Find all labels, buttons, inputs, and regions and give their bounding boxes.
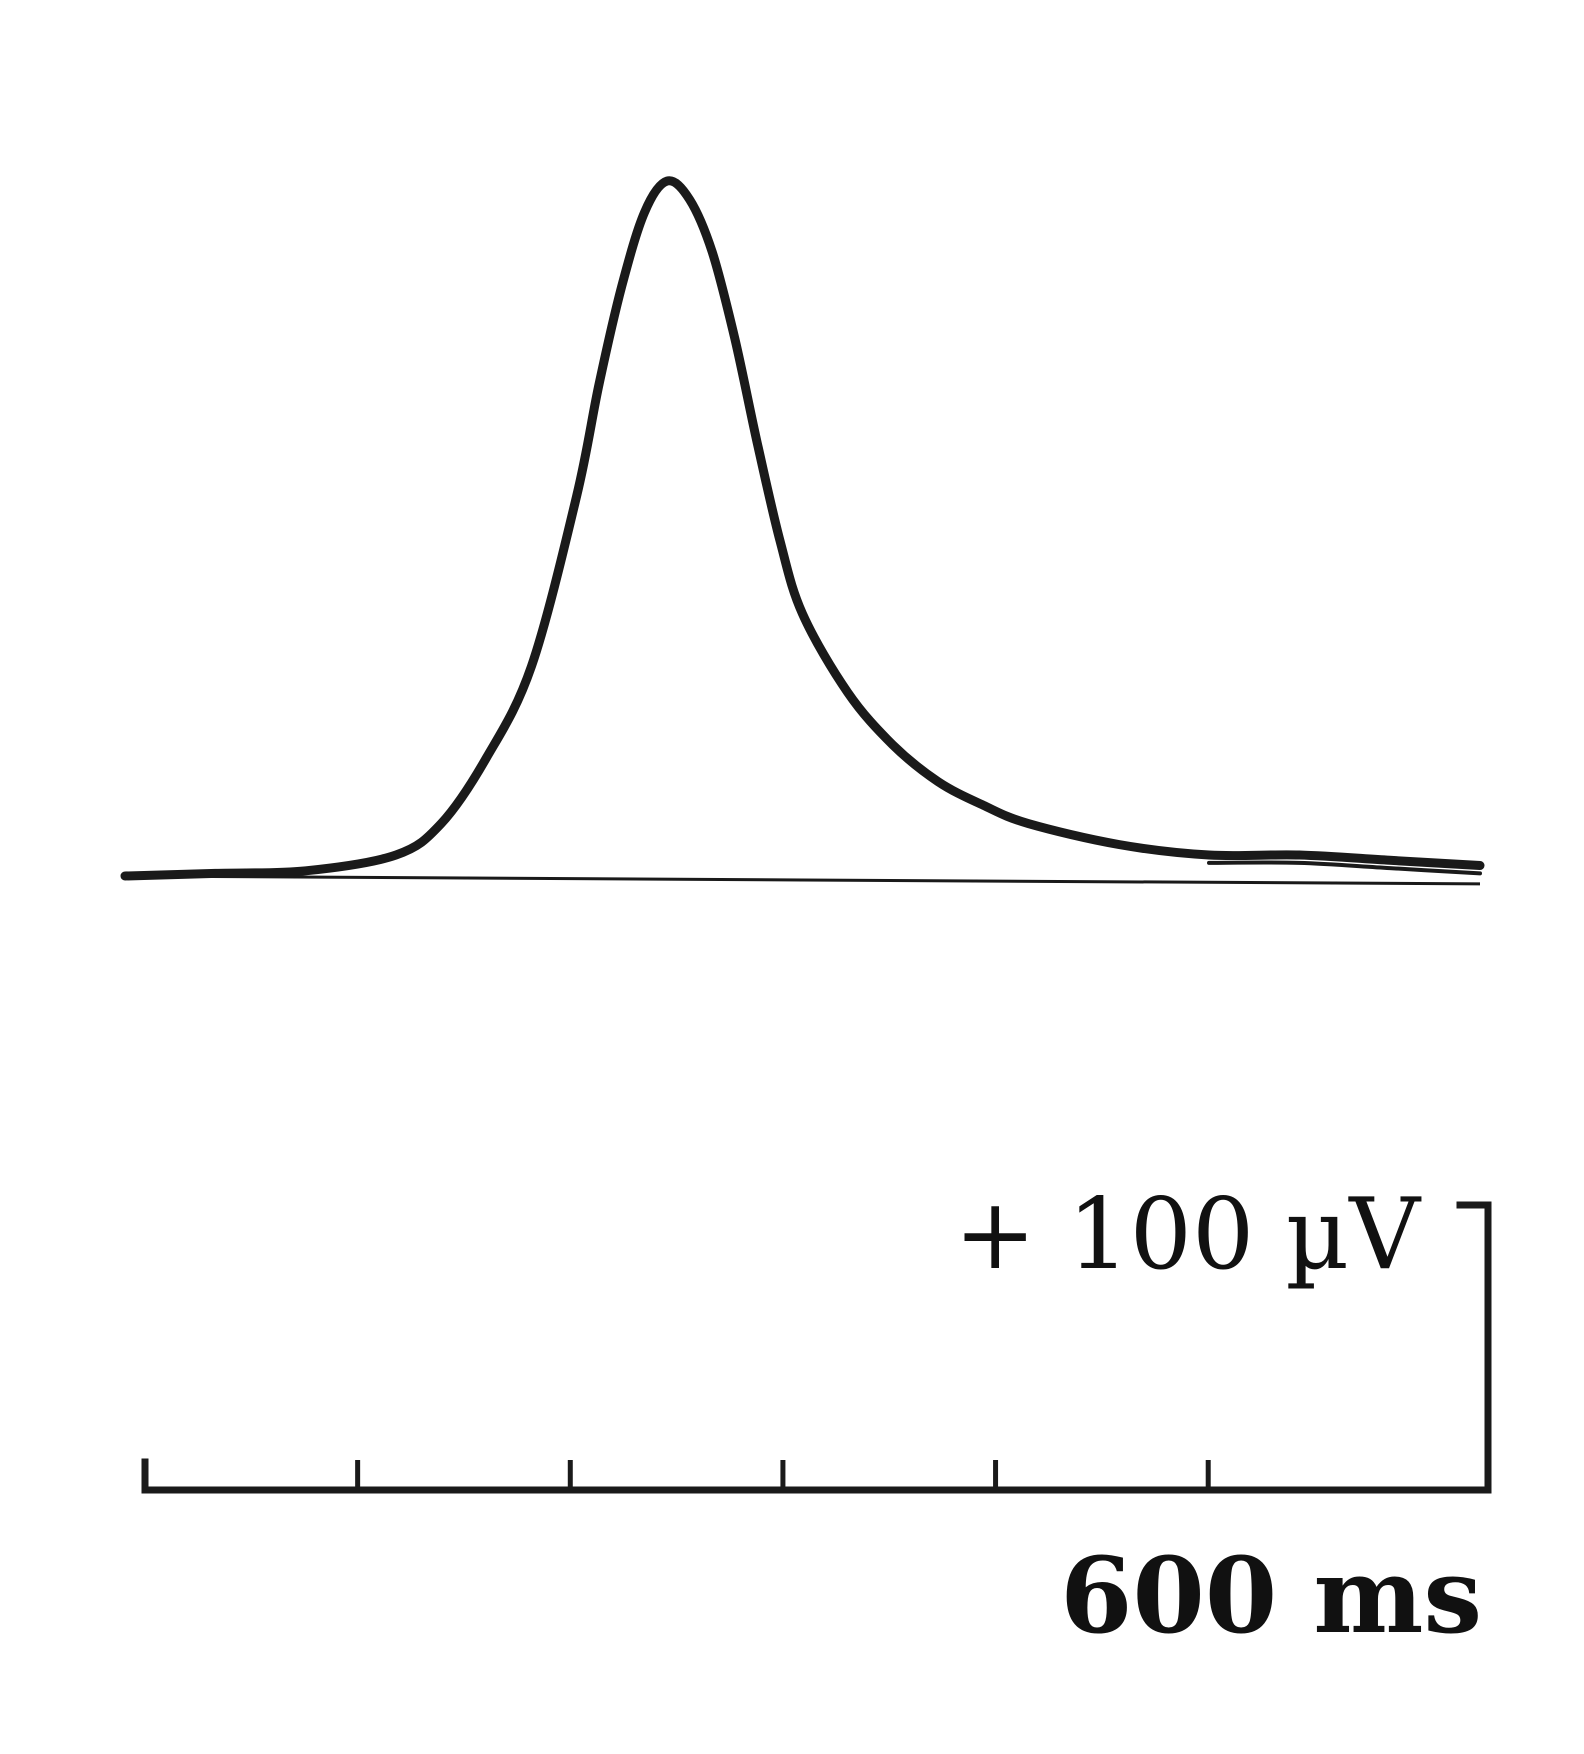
- calibration-bracket: [141, 1201, 1492, 1494]
- baseline-trace: [124, 874, 1481, 886]
- time-scale-label: 600 ms: [1060, 1534, 1482, 1657]
- voltage-scale-label: + 100 µV: [954, 1178, 1422, 1292]
- calibration-scale: + 100 µV 600 ms: [141, 1178, 1492, 1657]
- time-ticks: [355, 1460, 1211, 1490]
- plot-area: [120, 176, 1485, 886]
- waveform-trace: [120, 176, 1485, 881]
- waveform-tail-echo: [1207, 860, 1482, 876]
